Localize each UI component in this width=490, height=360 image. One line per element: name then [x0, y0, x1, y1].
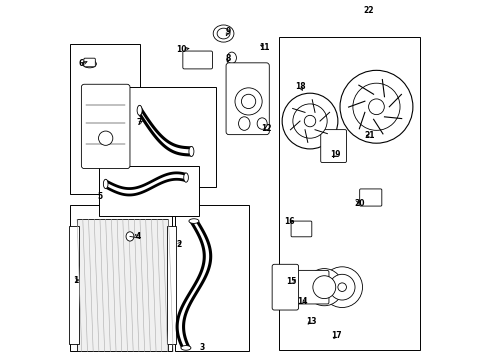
- Text: 16: 16: [284, 217, 295, 226]
- Circle shape: [338, 283, 346, 292]
- Ellipse shape: [83, 60, 97, 68]
- Text: 19: 19: [330, 150, 340, 159]
- Circle shape: [282, 93, 338, 149]
- Ellipse shape: [189, 219, 199, 224]
- Text: 21: 21: [365, 131, 375, 140]
- Ellipse shape: [184, 173, 188, 182]
- Text: 13: 13: [306, 316, 317, 325]
- Circle shape: [242, 94, 256, 109]
- Ellipse shape: [227, 52, 237, 64]
- Circle shape: [293, 104, 327, 138]
- Bar: [175, 205, 248, 351]
- FancyBboxPatch shape: [183, 51, 213, 69]
- Text: 4: 4: [135, 232, 141, 241]
- Bar: [129, 87, 217, 187]
- Text: 22: 22: [363, 6, 373, 15]
- Circle shape: [313, 276, 336, 298]
- Bar: [70, 44, 140, 194]
- Text: 2: 2: [176, 240, 181, 249]
- Bar: [167, 226, 176, 344]
- Circle shape: [98, 131, 113, 145]
- Text: 14: 14: [297, 297, 307, 306]
- Text: 3: 3: [199, 343, 205, 352]
- Bar: [69, 226, 78, 344]
- FancyBboxPatch shape: [84, 58, 96, 67]
- FancyBboxPatch shape: [288, 270, 329, 304]
- Text: 6: 6: [79, 59, 84, 68]
- FancyBboxPatch shape: [291, 221, 312, 237]
- Text: 11: 11: [259, 42, 270, 51]
- Ellipse shape: [137, 105, 142, 115]
- FancyBboxPatch shape: [81, 84, 130, 168]
- Circle shape: [304, 115, 316, 127]
- Circle shape: [340, 70, 413, 143]
- Circle shape: [368, 99, 384, 114]
- Ellipse shape: [257, 118, 267, 129]
- Text: 17: 17: [332, 331, 342, 340]
- Ellipse shape: [213, 25, 234, 42]
- Circle shape: [329, 274, 355, 300]
- FancyBboxPatch shape: [321, 130, 346, 162]
- Circle shape: [235, 88, 262, 115]
- Text: 9: 9: [225, 27, 231, 36]
- Ellipse shape: [126, 232, 134, 241]
- Text: 20: 20: [354, 199, 365, 208]
- Text: 8: 8: [225, 54, 231, 63]
- Text: 5: 5: [98, 192, 103, 201]
- Bar: [98, 166, 198, 216]
- Circle shape: [353, 83, 400, 130]
- FancyBboxPatch shape: [226, 63, 270, 135]
- Text: 7: 7: [137, 118, 142, 127]
- Text: 1: 1: [73, 275, 78, 284]
- Ellipse shape: [239, 117, 250, 130]
- Circle shape: [306, 269, 343, 306]
- Text: 10: 10: [176, 45, 187, 54]
- Bar: [279, 37, 420, 350]
- FancyBboxPatch shape: [360, 189, 382, 206]
- Ellipse shape: [103, 179, 108, 189]
- Ellipse shape: [181, 346, 191, 350]
- Ellipse shape: [189, 147, 194, 157]
- Bar: [77, 219, 168, 351]
- FancyBboxPatch shape: [272, 264, 298, 310]
- Ellipse shape: [217, 28, 230, 39]
- Bar: [70, 205, 172, 351]
- Text: 18: 18: [295, 82, 306, 91]
- Text: 12: 12: [261, 124, 271, 133]
- Circle shape: [322, 267, 363, 307]
- Text: 15: 15: [286, 277, 296, 286]
